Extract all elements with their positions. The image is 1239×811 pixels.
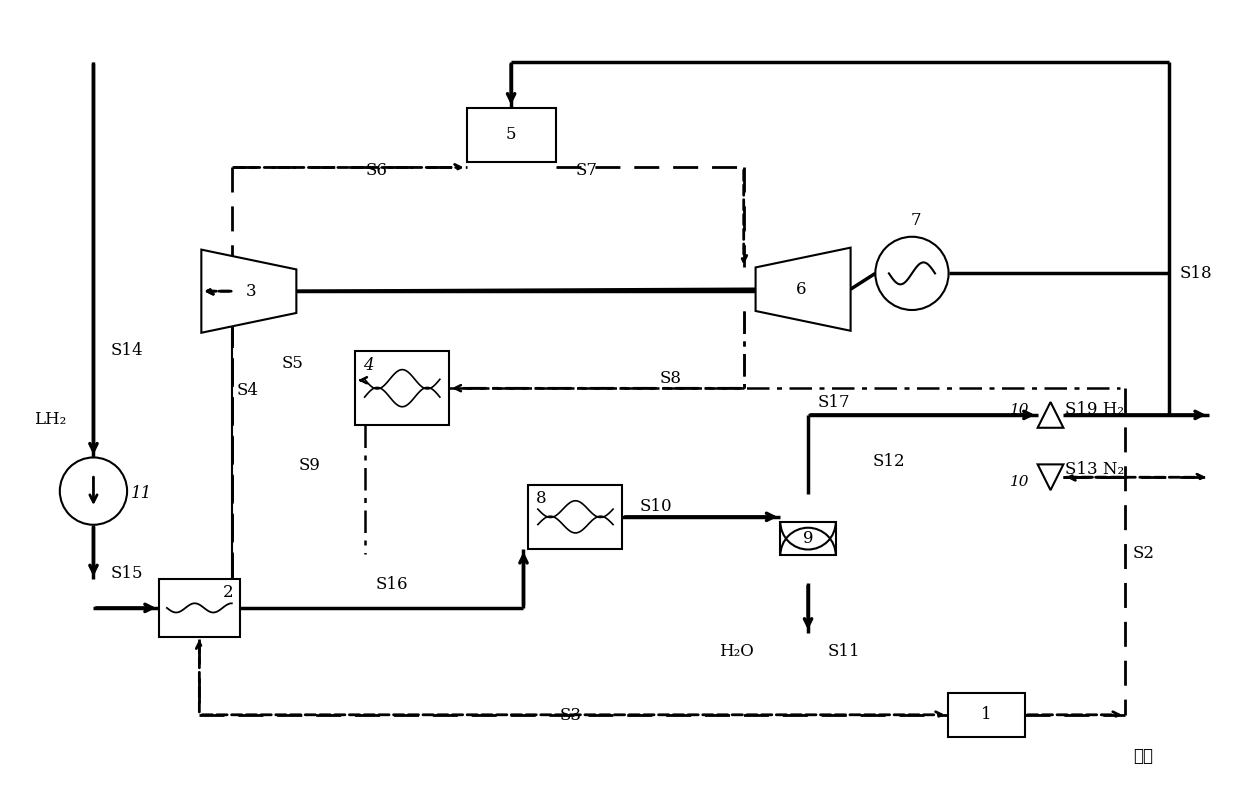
Text: 10: 10 — [1010, 403, 1030, 417]
Text: S7: S7 — [575, 162, 597, 179]
Text: 2: 2 — [223, 584, 233, 601]
Text: 6: 6 — [795, 281, 807, 298]
Text: S16: S16 — [377, 577, 409, 593]
Text: S17: S17 — [818, 393, 850, 410]
Text: S5: S5 — [281, 355, 304, 372]
Text: S10: S10 — [639, 499, 673, 516]
Polygon shape — [1037, 402, 1063, 427]
Text: H₂O: H₂O — [719, 642, 753, 659]
Text: S9: S9 — [299, 457, 320, 474]
Text: 5: 5 — [506, 127, 517, 144]
Text: 4: 4 — [363, 357, 373, 374]
Text: 空气: 空气 — [1132, 748, 1152, 765]
Text: S4: S4 — [237, 382, 259, 399]
Text: S3: S3 — [560, 707, 581, 724]
Text: S2: S2 — [1132, 545, 1155, 562]
Circle shape — [59, 457, 128, 525]
Text: 10: 10 — [1010, 475, 1030, 489]
Bar — [467, 108, 555, 162]
Text: S1: S1 — [1006, 698, 1028, 715]
Polygon shape — [756, 247, 851, 331]
Text: S8: S8 — [659, 371, 681, 388]
Text: S18: S18 — [1180, 265, 1212, 282]
Text: 3: 3 — [245, 283, 256, 300]
Text: S15: S15 — [110, 564, 142, 581]
Bar — [356, 351, 450, 425]
Bar — [948, 693, 1025, 736]
Polygon shape — [1037, 465, 1063, 490]
Text: S11: S11 — [828, 642, 860, 659]
Bar — [159, 579, 240, 637]
Circle shape — [875, 237, 949, 310]
Text: S12: S12 — [872, 453, 904, 470]
Text: LH₂: LH₂ — [35, 411, 67, 428]
Text: S14: S14 — [110, 342, 142, 359]
Bar — [529, 485, 622, 549]
Text: S6: S6 — [366, 162, 388, 179]
Text: 7: 7 — [911, 212, 922, 229]
Text: 9: 9 — [803, 530, 813, 547]
Bar — [781, 521, 836, 556]
Text: S19 H₂: S19 H₂ — [1066, 401, 1124, 418]
Polygon shape — [202, 250, 296, 333]
Text: S13 N₂: S13 N₂ — [1066, 461, 1125, 478]
Text: 11: 11 — [131, 485, 152, 501]
Text: 1: 1 — [981, 706, 991, 723]
Text: 8: 8 — [536, 490, 546, 507]
